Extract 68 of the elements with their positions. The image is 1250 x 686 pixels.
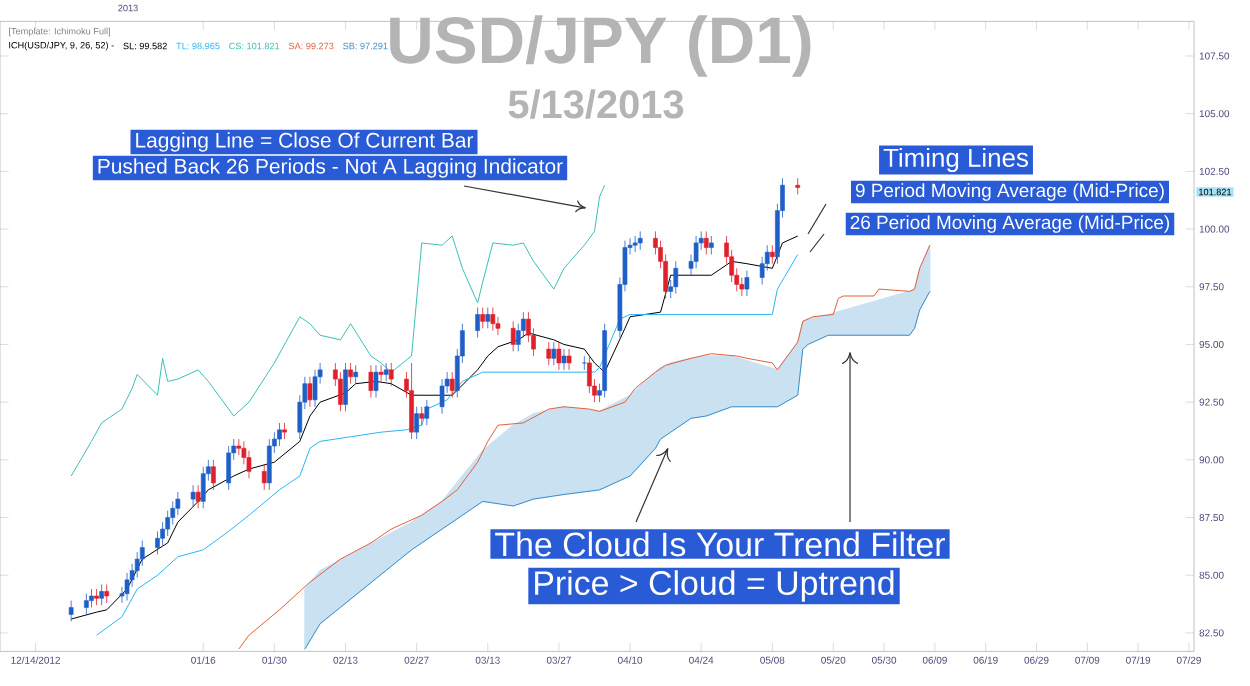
candlestick [439, 378, 445, 415]
text: 5/13/2013 [508, 89, 684, 119]
candlestick [388, 362, 394, 387]
candlestick [89, 588, 94, 608]
candlestick [769, 244, 775, 265]
candlestick [282, 422, 287, 440]
candlestick [795, 177, 801, 195]
candlestick [155, 530, 160, 555]
candlestick [632, 235, 638, 253]
candlestick [368, 364, 374, 398]
candlestick [378, 364, 384, 382]
candlestick [581, 355, 587, 371]
annotation: Pushed Back 26 Periods - Not A Lagging Indicator [98, 158, 563, 178]
candlestick [419, 406, 425, 426]
candlestick [566, 348, 572, 371]
candlestick [94, 588, 99, 606]
candlestick [343, 362, 348, 412]
candlestick [475, 307, 480, 338]
annotation: Timing Lines [883, 147, 1028, 173]
line-series [70, 184, 606, 477]
chart-title: USD/JPY (D1) [390, 15, 811, 77]
candlestick [587, 355, 592, 394]
candlestick [495, 316, 501, 336]
annotation: The Cloud Is Your Trend Filter [495, 531, 945, 557]
candlestick [546, 341, 552, 366]
candlestick [673, 260, 679, 295]
candlestick [510, 320, 516, 352]
candlestick [190, 484, 196, 507]
candlestick [637, 230, 643, 251]
candlestick [693, 235, 699, 269]
candlestick [68, 600, 74, 622]
candlestick [277, 422, 282, 447]
candlestick [307, 376, 313, 408]
candlestick [383, 362, 389, 382]
annotation: Price > Cloud = Uptrend [535, 570, 894, 602]
candlestick [338, 371, 343, 412]
annotation: 9 Period Moving Average (Mid-Price) [855, 183, 1164, 201]
candlestick [449, 371, 455, 398]
candlestick [226, 445, 231, 491]
candlestick [211, 459, 216, 491]
candlestick [195, 484, 201, 509]
candlestick [312, 369, 318, 408]
candlestick [84, 593, 89, 615]
candlestick [266, 438, 272, 491]
candlestick [99, 584, 104, 606]
candlestick [373, 364, 379, 398]
candlestick [124, 572, 130, 602]
candlestick [744, 270, 750, 297]
candlestick [709, 235, 714, 255]
candlestick [175, 491, 181, 516]
candlestick [551, 341, 557, 366]
candlestick [414, 406, 419, 440]
candlestick [490, 307, 496, 332]
candlestick [556, 341, 562, 371]
candlestick [703, 230, 709, 255]
candlestick [485, 307, 491, 329]
candlestick [480, 307, 486, 329]
candlestick [200, 466, 206, 509]
annotation: Lagging Line = Close Of Current Bar [136, 132, 474, 152]
annotation: 26 Period Moving Average (Mid-Price) [850, 215, 1170, 233]
candlestick [409, 362, 414, 440]
candlestick [236, 438, 242, 456]
candlestick [353, 364, 359, 385]
candlestick [261, 464, 267, 491]
candlestick [104, 584, 110, 604]
candlestick [424, 399, 430, 426]
candlestick [561, 348, 567, 371]
candlestick [348, 362, 353, 385]
